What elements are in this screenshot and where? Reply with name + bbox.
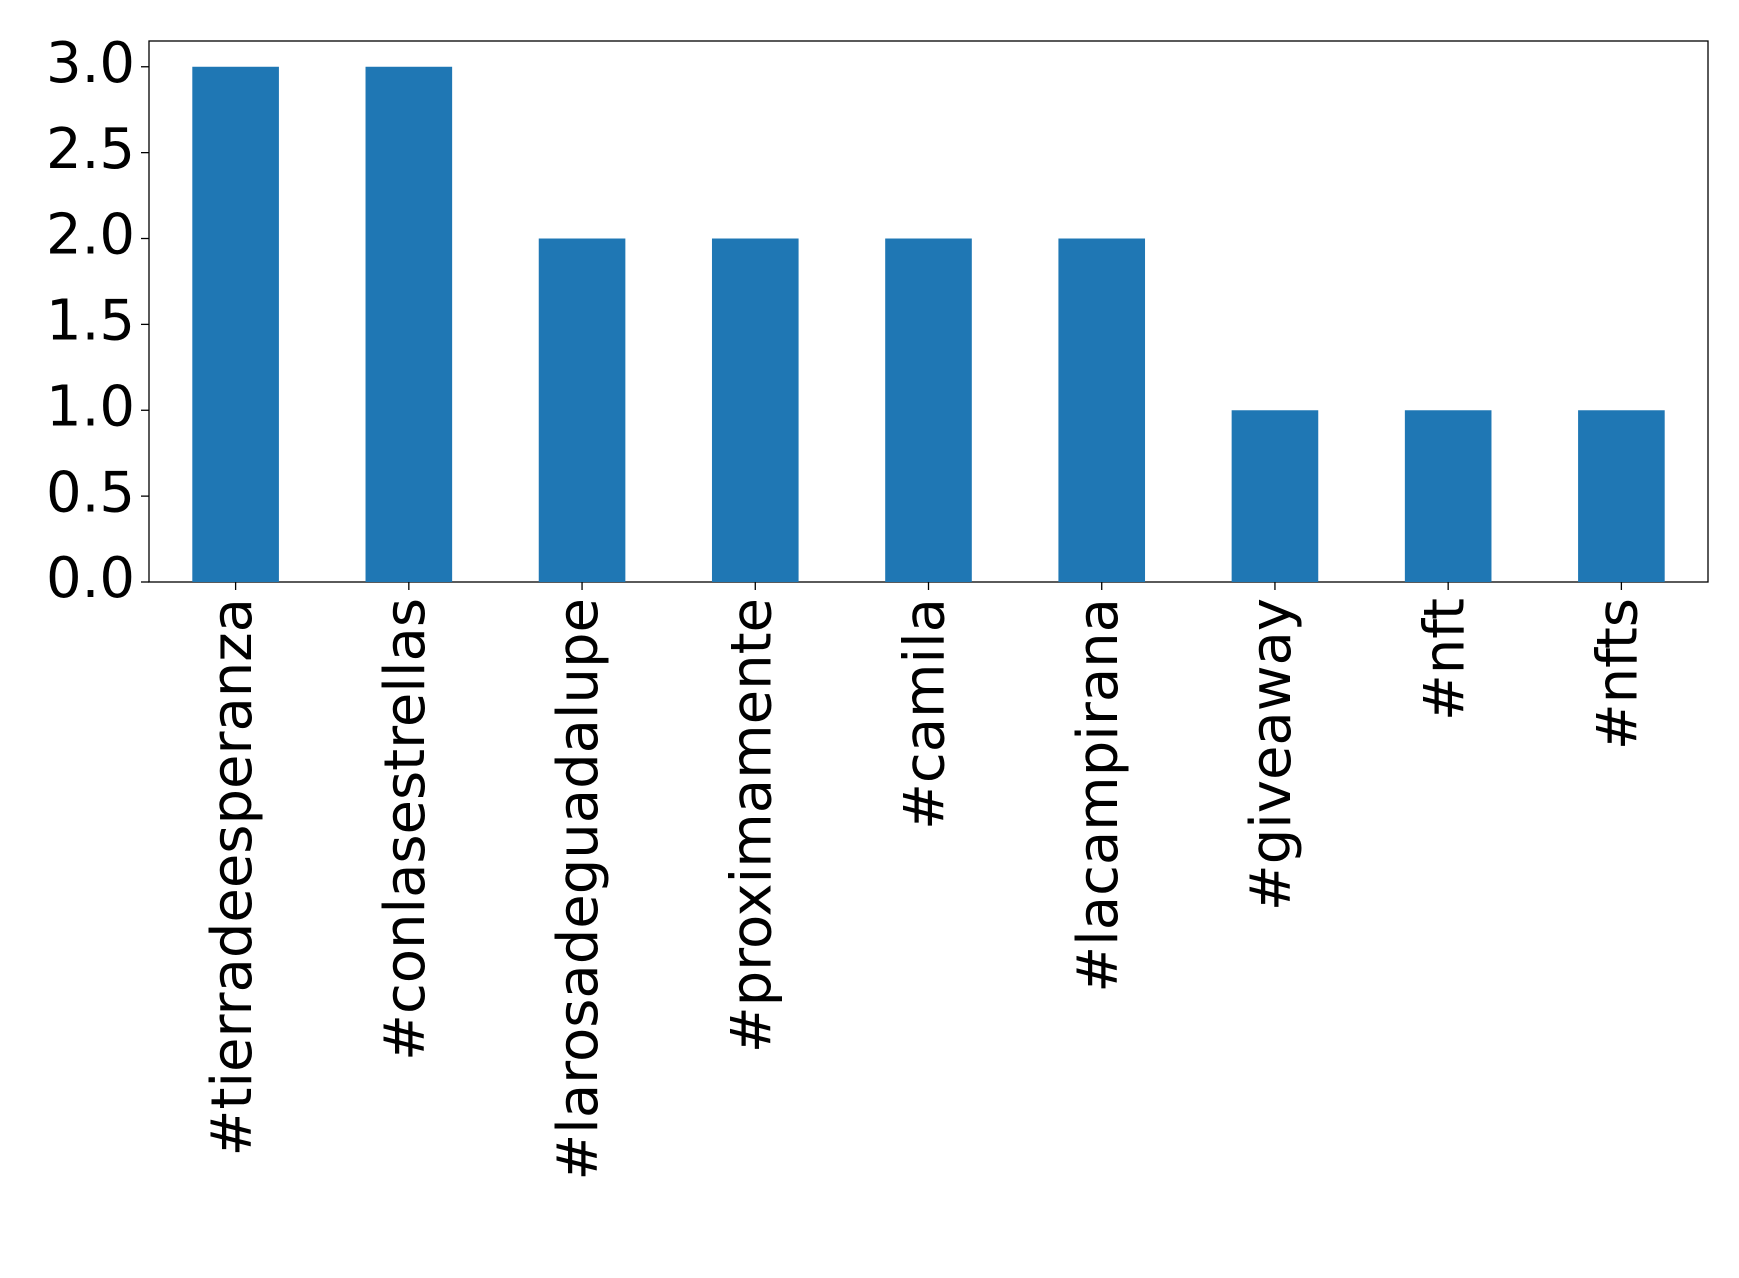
- bar: [1578, 410, 1665, 582]
- y-tick-label: 3.0: [46, 31, 135, 96]
- y-tick-label: 2.0: [46, 203, 135, 268]
- x-tick-label: #larosadeguadalupe: [546, 598, 611, 1181]
- bar: [1058, 238, 1146, 582]
- y-tick-label: 0.0: [46, 546, 135, 611]
- bar: [192, 66, 279, 582]
- bar: [885, 238, 972, 582]
- bar: [538, 238, 626, 582]
- bar: [1231, 410, 1319, 582]
- bar: [711, 238, 799, 582]
- y-tick-label: 0.5: [46, 460, 135, 525]
- x-tick-label: #lacampirana: [1066, 598, 1131, 993]
- x-tick-label: #nft: [1412, 598, 1477, 721]
- x-tick-label: #camila: [893, 598, 958, 830]
- x-tick-label: #giveaway: [1239, 598, 1304, 911]
- y-tick-label: 1.5: [46, 289, 135, 354]
- y-tick-label: 1.0: [46, 374, 135, 439]
- x-tick-label: #conlasestrellas: [373, 598, 438, 1061]
- x-tick-label: #proximamente: [719, 598, 784, 1053]
- x-tick-label: #nfts: [1586, 598, 1651, 750]
- bar: [1404, 410, 1492, 582]
- x-tick-label: #tierradeesperanza: [200, 598, 265, 1156]
- y-tick-label: 2.5: [46, 117, 135, 182]
- bar: [365, 66, 453, 582]
